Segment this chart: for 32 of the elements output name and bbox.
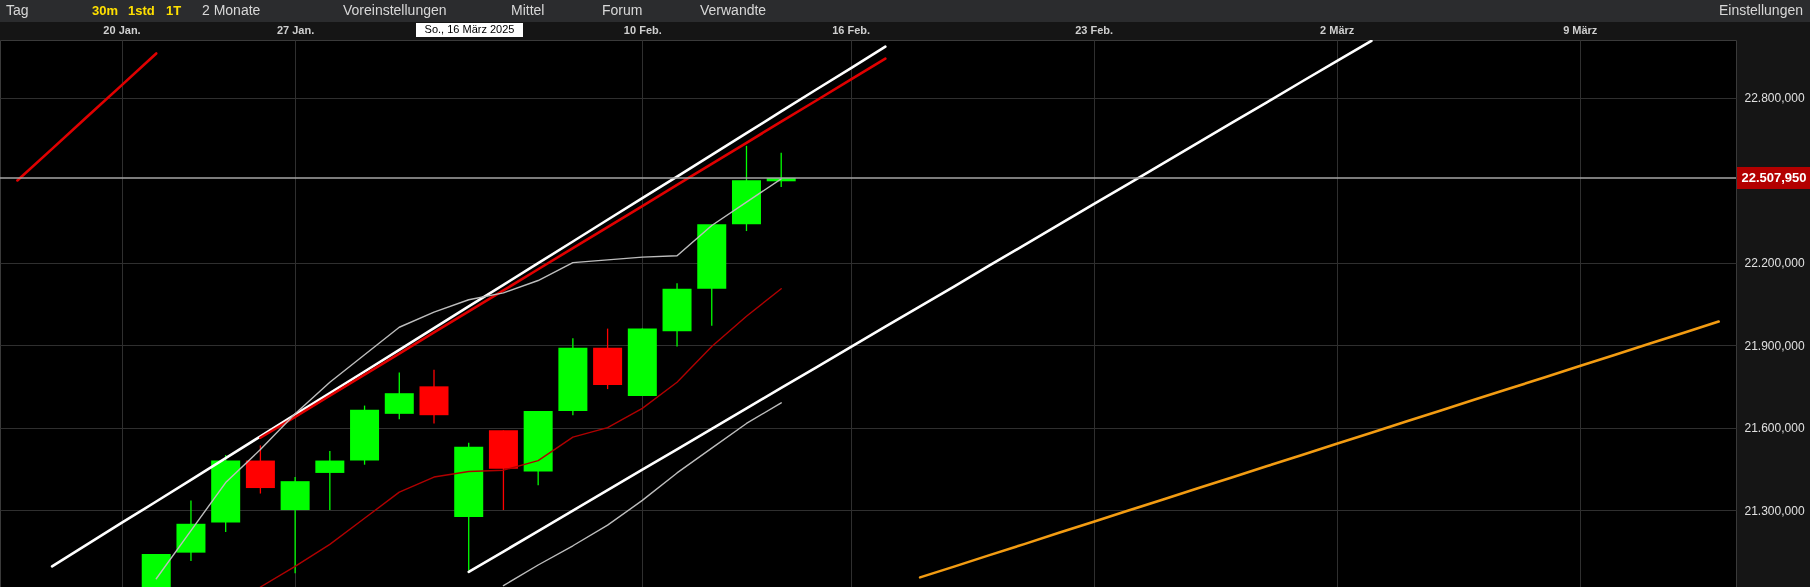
text: Voreinstellungen [343,2,447,18]
ref-line-label: 22.507,950 [1741,170,1807,185]
line-series [918,320,1720,579]
line-series [259,288,782,587]
y-tick-label: 22.200,000 [1744,256,1805,271]
line-series [259,57,887,440]
y-tick-label: 21.900,000 [1744,338,1805,353]
line-series [16,52,158,182]
text: So., 16 März 2025 [424,23,515,35]
text: 2 Monate [202,2,261,18]
text: Mittel [511,2,545,18]
x-tick-label: 20 Jan. [103,23,141,36]
text: 1std [128,3,155,18]
line-series [502,402,782,587]
x-tick-label: 16 Feb. [832,23,871,36]
text: Tag [6,2,29,18]
line-series [467,40,1373,574]
candlestick [315,450,345,511]
x-tick-label: 2 März [1320,23,1355,36]
y-tick-label: 22.800,000 [1744,91,1805,106]
x-tick-label: 23 Feb. [1075,23,1114,36]
text: Einstellungen [1718,2,1803,18]
line-series [50,45,887,568]
y-tick-label: 21.600,000 [1744,421,1805,436]
text: Verwandte [700,2,767,18]
x-tick-label: 27 Jan. [276,23,315,36]
text: 1T [166,3,182,18]
y-tick-label: 21.300,000 [1744,503,1805,518]
x-tick-label: 9 März [1563,23,1598,36]
text: Forum [602,2,643,18]
text: 30m [92,3,119,18]
x-tick-label: 10 Feb. [623,23,662,36]
